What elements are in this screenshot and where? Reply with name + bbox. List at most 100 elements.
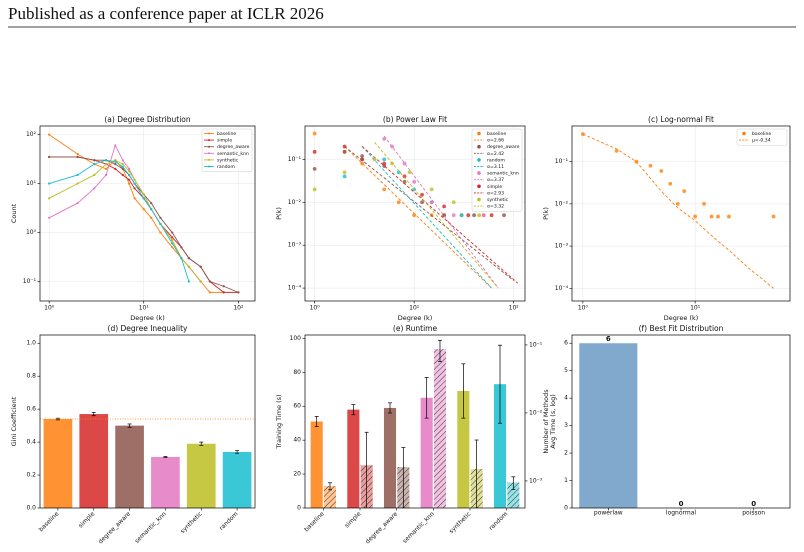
point <box>142 208 145 211</box>
point <box>48 216 51 219</box>
subplot-title: (f) Best Fit Distribution <box>639 324 724 333</box>
legend-label: random <box>217 164 235 170</box>
point <box>142 197 145 200</box>
y-tick-label: 5 <box>564 367 568 374</box>
point <box>702 201 706 206</box>
point <box>150 208 153 211</box>
point <box>171 231 174 234</box>
value-label: 6 <box>606 335 611 343</box>
y-tick-label: 10⁻¹ <box>288 156 302 163</box>
point <box>121 167 124 170</box>
point <box>489 213 494 218</box>
y-tick-label: 1.0 <box>26 340 36 347</box>
point <box>105 159 108 162</box>
point <box>360 157 365 162</box>
point <box>693 214 698 219</box>
point <box>716 214 720 219</box>
x-tick-label: degree_aware <box>97 510 132 545</box>
point <box>48 197 51 200</box>
point <box>159 231 162 234</box>
legend-box <box>471 128 523 212</box>
y-tick-label: 100 <box>290 335 302 342</box>
point <box>180 246 183 249</box>
series-line <box>48 134 224 293</box>
y-tick-label: 0 <box>297 505 301 512</box>
point <box>312 131 317 136</box>
point <box>76 153 79 156</box>
point <box>105 167 108 170</box>
plot-area <box>580 132 776 289</box>
bar <box>310 421 323 508</box>
series-line <box>344 146 492 289</box>
point <box>412 179 417 184</box>
point <box>420 192 424 197</box>
axes-frame <box>304 125 526 302</box>
x-tick-label: powerlaw <box>594 510 623 517</box>
point <box>121 173 124 177</box>
bar <box>457 390 470 508</box>
point <box>771 214 776 219</box>
subplot: (d) Degree Inequality Gini Coefficient 0.0… <box>10 324 256 545</box>
y2-axis-label: Avg Time (s, log) <box>549 394 557 449</box>
y-tick-label: 60 <box>293 403 301 410</box>
subplot-title: (e) Runtime <box>393 324 438 333</box>
bar <box>115 425 144 508</box>
x-tick-label: 10² <box>509 305 520 312</box>
legend-marker <box>208 145 210 148</box>
point <box>159 222 162 226</box>
point <box>208 280 211 283</box>
subplot-title: (a) Degree Distribution <box>104 115 191 124</box>
point <box>312 167 317 171</box>
x-tick-label: 10¹ <box>409 305 420 312</box>
point <box>668 181 673 186</box>
y-tick-label: 10⁻² <box>555 200 569 207</box>
value-label: 0 <box>751 500 756 508</box>
point <box>360 154 365 158</box>
point <box>477 213 482 218</box>
point <box>114 144 117 147</box>
point <box>93 159 96 162</box>
point <box>133 197 136 200</box>
point <box>128 182 131 185</box>
x-tick-label: simple <box>77 510 96 529</box>
y-tick-label: 10⁻³ <box>555 243 569 250</box>
y-axis-label: Training Time (s) <box>275 394 283 449</box>
point <box>121 159 124 162</box>
y2-tick-label: 10⁻³ <box>529 477 543 484</box>
legend-label: μ=-0.34 <box>752 138 771 144</box>
legend-marker <box>742 131 746 136</box>
legend-marker <box>208 158 210 161</box>
legend-box <box>201 128 253 172</box>
legend-marker <box>477 131 481 136</box>
point <box>312 149 317 154</box>
point <box>451 213 456 218</box>
point <box>114 160 117 163</box>
legend-marker <box>477 197 481 202</box>
point <box>312 187 317 192</box>
legend-label: baseline <box>487 131 506 137</box>
point <box>382 187 387 192</box>
y-tick-label: 0.2 <box>26 472 36 479</box>
subplot-title: (b) Power Law Fit <box>383 115 447 124</box>
legend-label: simple <box>487 184 502 190</box>
point <box>451 200 456 205</box>
y-tick-label: 6 <box>564 340 568 347</box>
point <box>128 173 131 177</box>
value-label: 0 <box>679 500 684 508</box>
bar <box>79 414 109 508</box>
point <box>171 246 174 249</box>
legend-box <box>736 128 788 146</box>
y-tick-label: 10⁻⁴ <box>288 285 302 292</box>
legend-label: α=2.93 <box>487 190 504 196</box>
y-tick-label: 10⁻⁴ <box>555 285 569 292</box>
point <box>614 148 619 153</box>
x-tick-label: baseline <box>303 510 326 533</box>
x-tick-label: poisson <box>742 510 765 517</box>
x-tick-label: 10¹ <box>139 305 150 312</box>
point <box>180 257 183 260</box>
legend-label: α=3.32 <box>487 204 504 210</box>
x-tick-label: synthetic <box>179 511 204 536</box>
point <box>150 216 153 219</box>
series-line <box>49 156 239 293</box>
point <box>93 173 96 177</box>
